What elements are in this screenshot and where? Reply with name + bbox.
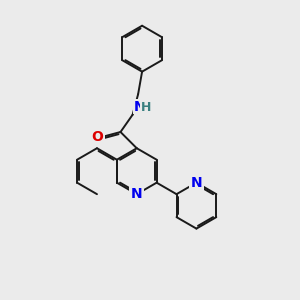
Text: N: N — [134, 100, 146, 113]
Text: N: N — [131, 187, 142, 201]
Text: N: N — [190, 176, 202, 190]
Text: O: O — [92, 130, 103, 144]
Text: H: H — [141, 101, 151, 114]
